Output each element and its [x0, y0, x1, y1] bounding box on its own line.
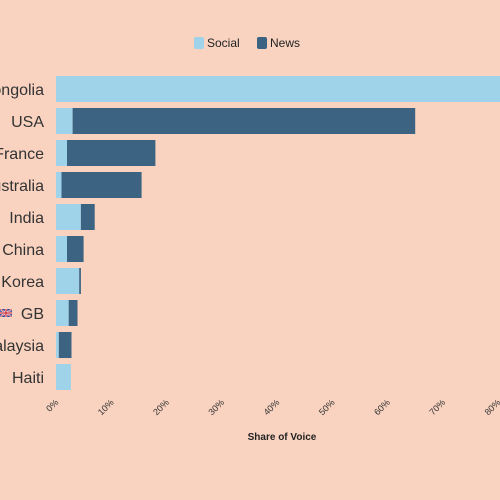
x-axis-ticks: 0% 10% 20% 30% 40% 50% 60% 70% 80% [44, 397, 500, 417]
category-label-australia: Australia [0, 178, 44, 195]
x-tick-label: 80% [483, 397, 500, 417]
category-label-korea: Korea [1, 274, 44, 291]
x-axis-title: Share of Voice [248, 432, 317, 443]
bar-social-india [56, 204, 81, 230]
category-label-haiti: Haiti [12, 370, 44, 387]
x-tick-label: 40% [262, 397, 282, 417]
category-label-gb: GB [21, 306, 44, 323]
bar-news-india [80, 204, 95, 230]
x-tick-label: 10% [96, 397, 116, 417]
category-labels: Mongolia USA France Australia India China Kore… [0, 82, 44, 387]
legend-swatch-social [194, 37, 204, 49]
category-label-malaysia: Malaysia [0, 338, 44, 355]
bar-social-mongolia [56, 76, 500, 102]
x-tick-label: 50% [317, 397, 337, 417]
category-label-france: France [0, 146, 44, 163]
legend-swatch-news [257, 37, 267, 49]
category-label-usa: USA [11, 114, 44, 131]
bars [56, 76, 500, 390]
uk-flag-icon [0, 308, 13, 318]
category-label-india: India [9, 210, 44, 227]
bar-social-gb [56, 300, 69, 326]
x-tick-label: 60% [372, 397, 392, 417]
category-label-china: China [2, 242, 44, 259]
x-tick-label: 30% [206, 397, 226, 417]
bar-news-china [67, 236, 84, 262]
bar-social-usa [56, 108, 73, 134]
legend-label-social: Social [207, 36, 240, 50]
bar-social-china [56, 236, 68, 262]
bar-news-malaysia [58, 332, 72, 358]
x-tick-label: 70% [427, 397, 447, 417]
legend: Social News [194, 36, 300, 50]
x-tick-label: 20% [151, 397, 171, 417]
legend-label-news: News [270, 36, 300, 50]
x-tick-label: 0% [44, 397, 60, 413]
category-label-mongolia: Mongolia [0, 82, 44, 99]
bar-news-france [67, 140, 156, 166]
bar-news-gb [68, 300, 78, 326]
bar-social-korea [56, 268, 80, 294]
bar-news-korea [79, 268, 81, 294]
bar-social-haiti [56, 364, 71, 390]
bar-news-usa [72, 108, 416, 134]
bar-social-malaysia [56, 332, 59, 358]
bar-news-australia [61, 172, 142, 198]
bar-social-france [56, 140, 68, 166]
bar-social-australia [56, 172, 62, 198]
